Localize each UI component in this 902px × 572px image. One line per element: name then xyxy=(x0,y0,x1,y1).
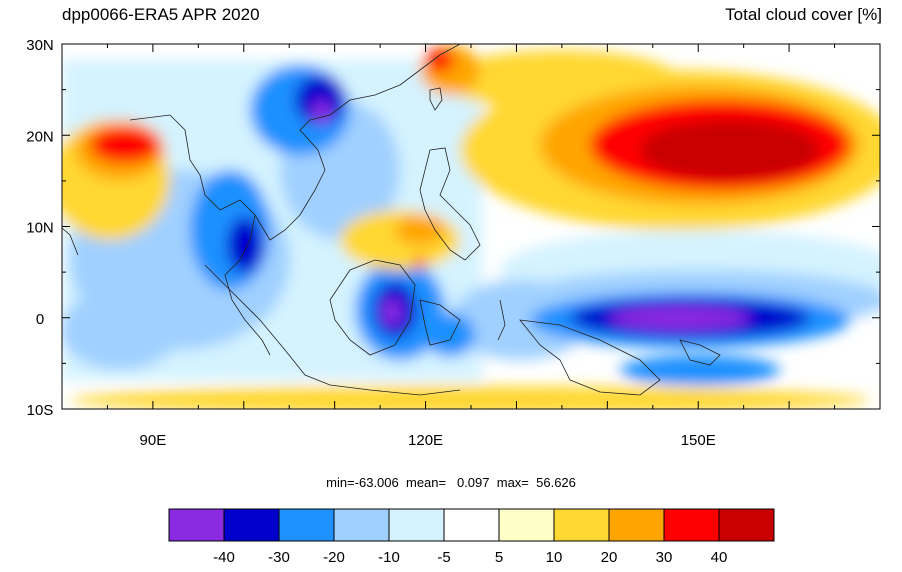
plot-title-right: Total cloud cover [%] xyxy=(725,5,882,24)
colorbar-label: 10 xyxy=(546,549,563,566)
difference-map: 30N 20N 10N 0 10S 90E 120E 150E xyxy=(26,37,881,449)
colorbar-label: 30 xyxy=(656,549,673,566)
colorbar-box xyxy=(333,508,390,542)
colorbar-label: 5 xyxy=(495,549,503,566)
colorbar-label: -20 xyxy=(323,549,345,566)
colorbar-boxes xyxy=(168,508,775,542)
colorbar-box xyxy=(663,508,720,542)
colorbar-label: -30 xyxy=(268,549,290,566)
latitude-label: 30N xyxy=(26,37,54,54)
plot-title-left: dpp0066-ERA5 APR 2020 xyxy=(62,5,260,24)
colorbar-box xyxy=(278,508,335,542)
colorbar-box xyxy=(718,508,775,542)
latitude-label: 20N xyxy=(26,128,54,145)
latitude-label: 10N xyxy=(26,220,54,237)
longitude-label: 150E xyxy=(681,432,716,449)
mean-label: mean= xyxy=(405,475,447,490)
colorbar-box xyxy=(388,508,445,542)
longitude-label: 120E xyxy=(408,432,443,449)
latitude-label: 10S xyxy=(27,402,54,419)
colorbar-box xyxy=(608,508,665,542)
latitude-label: 0 xyxy=(36,311,44,328)
coastlines xyxy=(62,44,721,396)
colorbar-label: 20 xyxy=(601,549,618,566)
max-label: max= xyxy=(496,475,529,490)
statistics-line: min=-63.006 mean= 0.097 max= 56.626 xyxy=(0,475,902,490)
min-value: -63.006 xyxy=(354,475,399,490)
colorbar-box xyxy=(168,508,225,542)
longitude-labels: 90E 120E 150E xyxy=(140,432,716,449)
colorbar-label: -10 xyxy=(378,549,400,566)
min-label: min= xyxy=(326,475,355,490)
colorbar-labels: -40 -30 -20 -10 -5 5 10 20 30 40 xyxy=(213,549,727,566)
colorbar-label: -40 xyxy=(213,549,235,566)
max-value: 56.626 xyxy=(536,475,576,490)
axis-ticks xyxy=(61,43,881,410)
colorbar-label: -5 xyxy=(437,549,450,566)
longitude-label: 90E xyxy=(140,432,167,449)
colorbar-box xyxy=(553,508,610,542)
mean-value: 0.097 xyxy=(456,475,490,490)
colorbar-box xyxy=(498,508,555,542)
latitude-labels: 30N 20N 10N 0 10S xyxy=(26,37,54,419)
colorbar-box xyxy=(443,508,500,542)
colorbar-box xyxy=(223,508,280,542)
colorbar-label: 40 xyxy=(711,549,728,566)
